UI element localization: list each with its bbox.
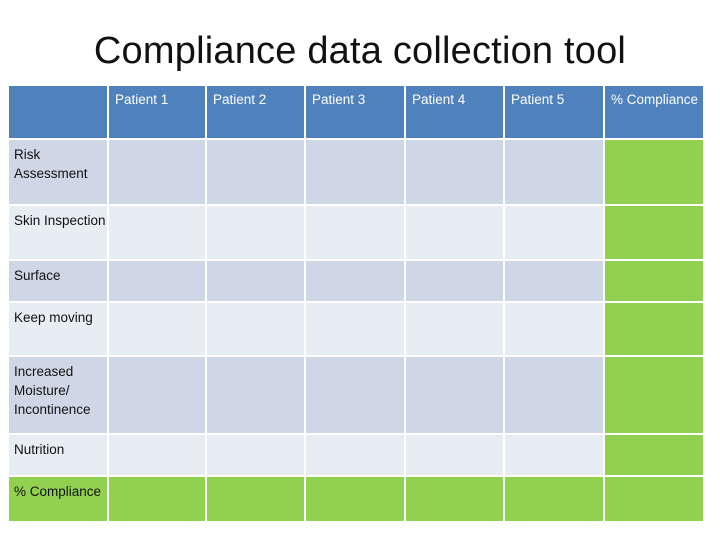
table-cell (205, 433, 306, 477)
column-header-patient-4: Patient 4 (404, 84, 505, 140)
table-row: Keep moving (7, 301, 705, 357)
table-cell (205, 204, 306, 261)
table-cell (304, 355, 406, 435)
compliance-cell (603, 301, 705, 357)
table-row: Surface (7, 259, 705, 303)
compliance-table: Patient 1 Patient 2 Patient 3 Patient 4 … (7, 84, 705, 523)
row-label-compliance: % Compliance (7, 475, 109, 523)
table-cell (107, 204, 207, 261)
row-label-surface: Surface (7, 259, 109, 303)
compliance-cell (603, 204, 705, 261)
compliance-cell (603, 433, 705, 477)
column-header-patient-5: Patient 5 (503, 84, 605, 140)
table-row: Increased Moisture/ Incontinence (7, 355, 705, 435)
compliance-cell (404, 475, 505, 523)
table-cell (503, 259, 605, 303)
row-label-risk-assessment: Risk Assessment (7, 138, 109, 206)
table-cell (404, 301, 505, 357)
table-cell (205, 259, 306, 303)
header-row: Patient 1 Patient 2 Patient 3 Patient 4 … (7, 84, 705, 140)
row-label-nutrition: Nutrition (7, 433, 109, 477)
table-cell (404, 355, 505, 435)
table-cell (404, 259, 505, 303)
table-cell (503, 355, 605, 435)
header-corner-cell (7, 84, 109, 140)
column-header-compliance: % Compliance (603, 84, 705, 140)
table-cell (404, 433, 505, 477)
table-cell (107, 138, 207, 206)
table-cell (304, 138, 406, 206)
table-cell (205, 355, 306, 435)
compliance-cell (205, 475, 306, 523)
table-cell (107, 433, 207, 477)
compliance-cell (603, 475, 705, 523)
compliance-cell (603, 259, 705, 303)
slide-title: Compliance data collection tool (93, 30, 627, 72)
table-cell (304, 433, 406, 477)
table-cell (404, 204, 505, 261)
table-cell (503, 138, 605, 206)
table-cell (304, 259, 406, 303)
column-header-patient-1: Patient 1 (107, 84, 207, 140)
table-cell (107, 259, 207, 303)
table-cell (205, 138, 306, 206)
table-row: Skin Inspection (7, 204, 705, 261)
table-row: Nutrition (7, 433, 705, 477)
table-cell (503, 301, 605, 357)
row-label-skin-inspection: Skin Inspection (7, 204, 109, 261)
table-cell (503, 204, 605, 261)
compliance-cell (503, 475, 605, 523)
column-header-patient-2: Patient 2 (205, 84, 306, 140)
table-cell (503, 433, 605, 477)
table-cell (304, 301, 406, 357)
compliance-cell (107, 475, 207, 523)
table-row: Risk Assessment (7, 138, 705, 206)
table-cell (107, 355, 207, 435)
table-cell (304, 204, 406, 261)
table-row: % Compliance (7, 475, 705, 523)
column-header-patient-3: Patient 3 (304, 84, 406, 140)
table-cell (107, 301, 207, 357)
table-cell (404, 138, 505, 206)
row-label-increased-moisture: Increased Moisture/ Incontinence (7, 355, 109, 435)
compliance-cell (603, 138, 705, 206)
row-label-keep-moving: Keep moving (7, 301, 109, 357)
compliance-cell (304, 475, 406, 523)
table-cell (205, 301, 306, 357)
compliance-cell (603, 355, 705, 435)
